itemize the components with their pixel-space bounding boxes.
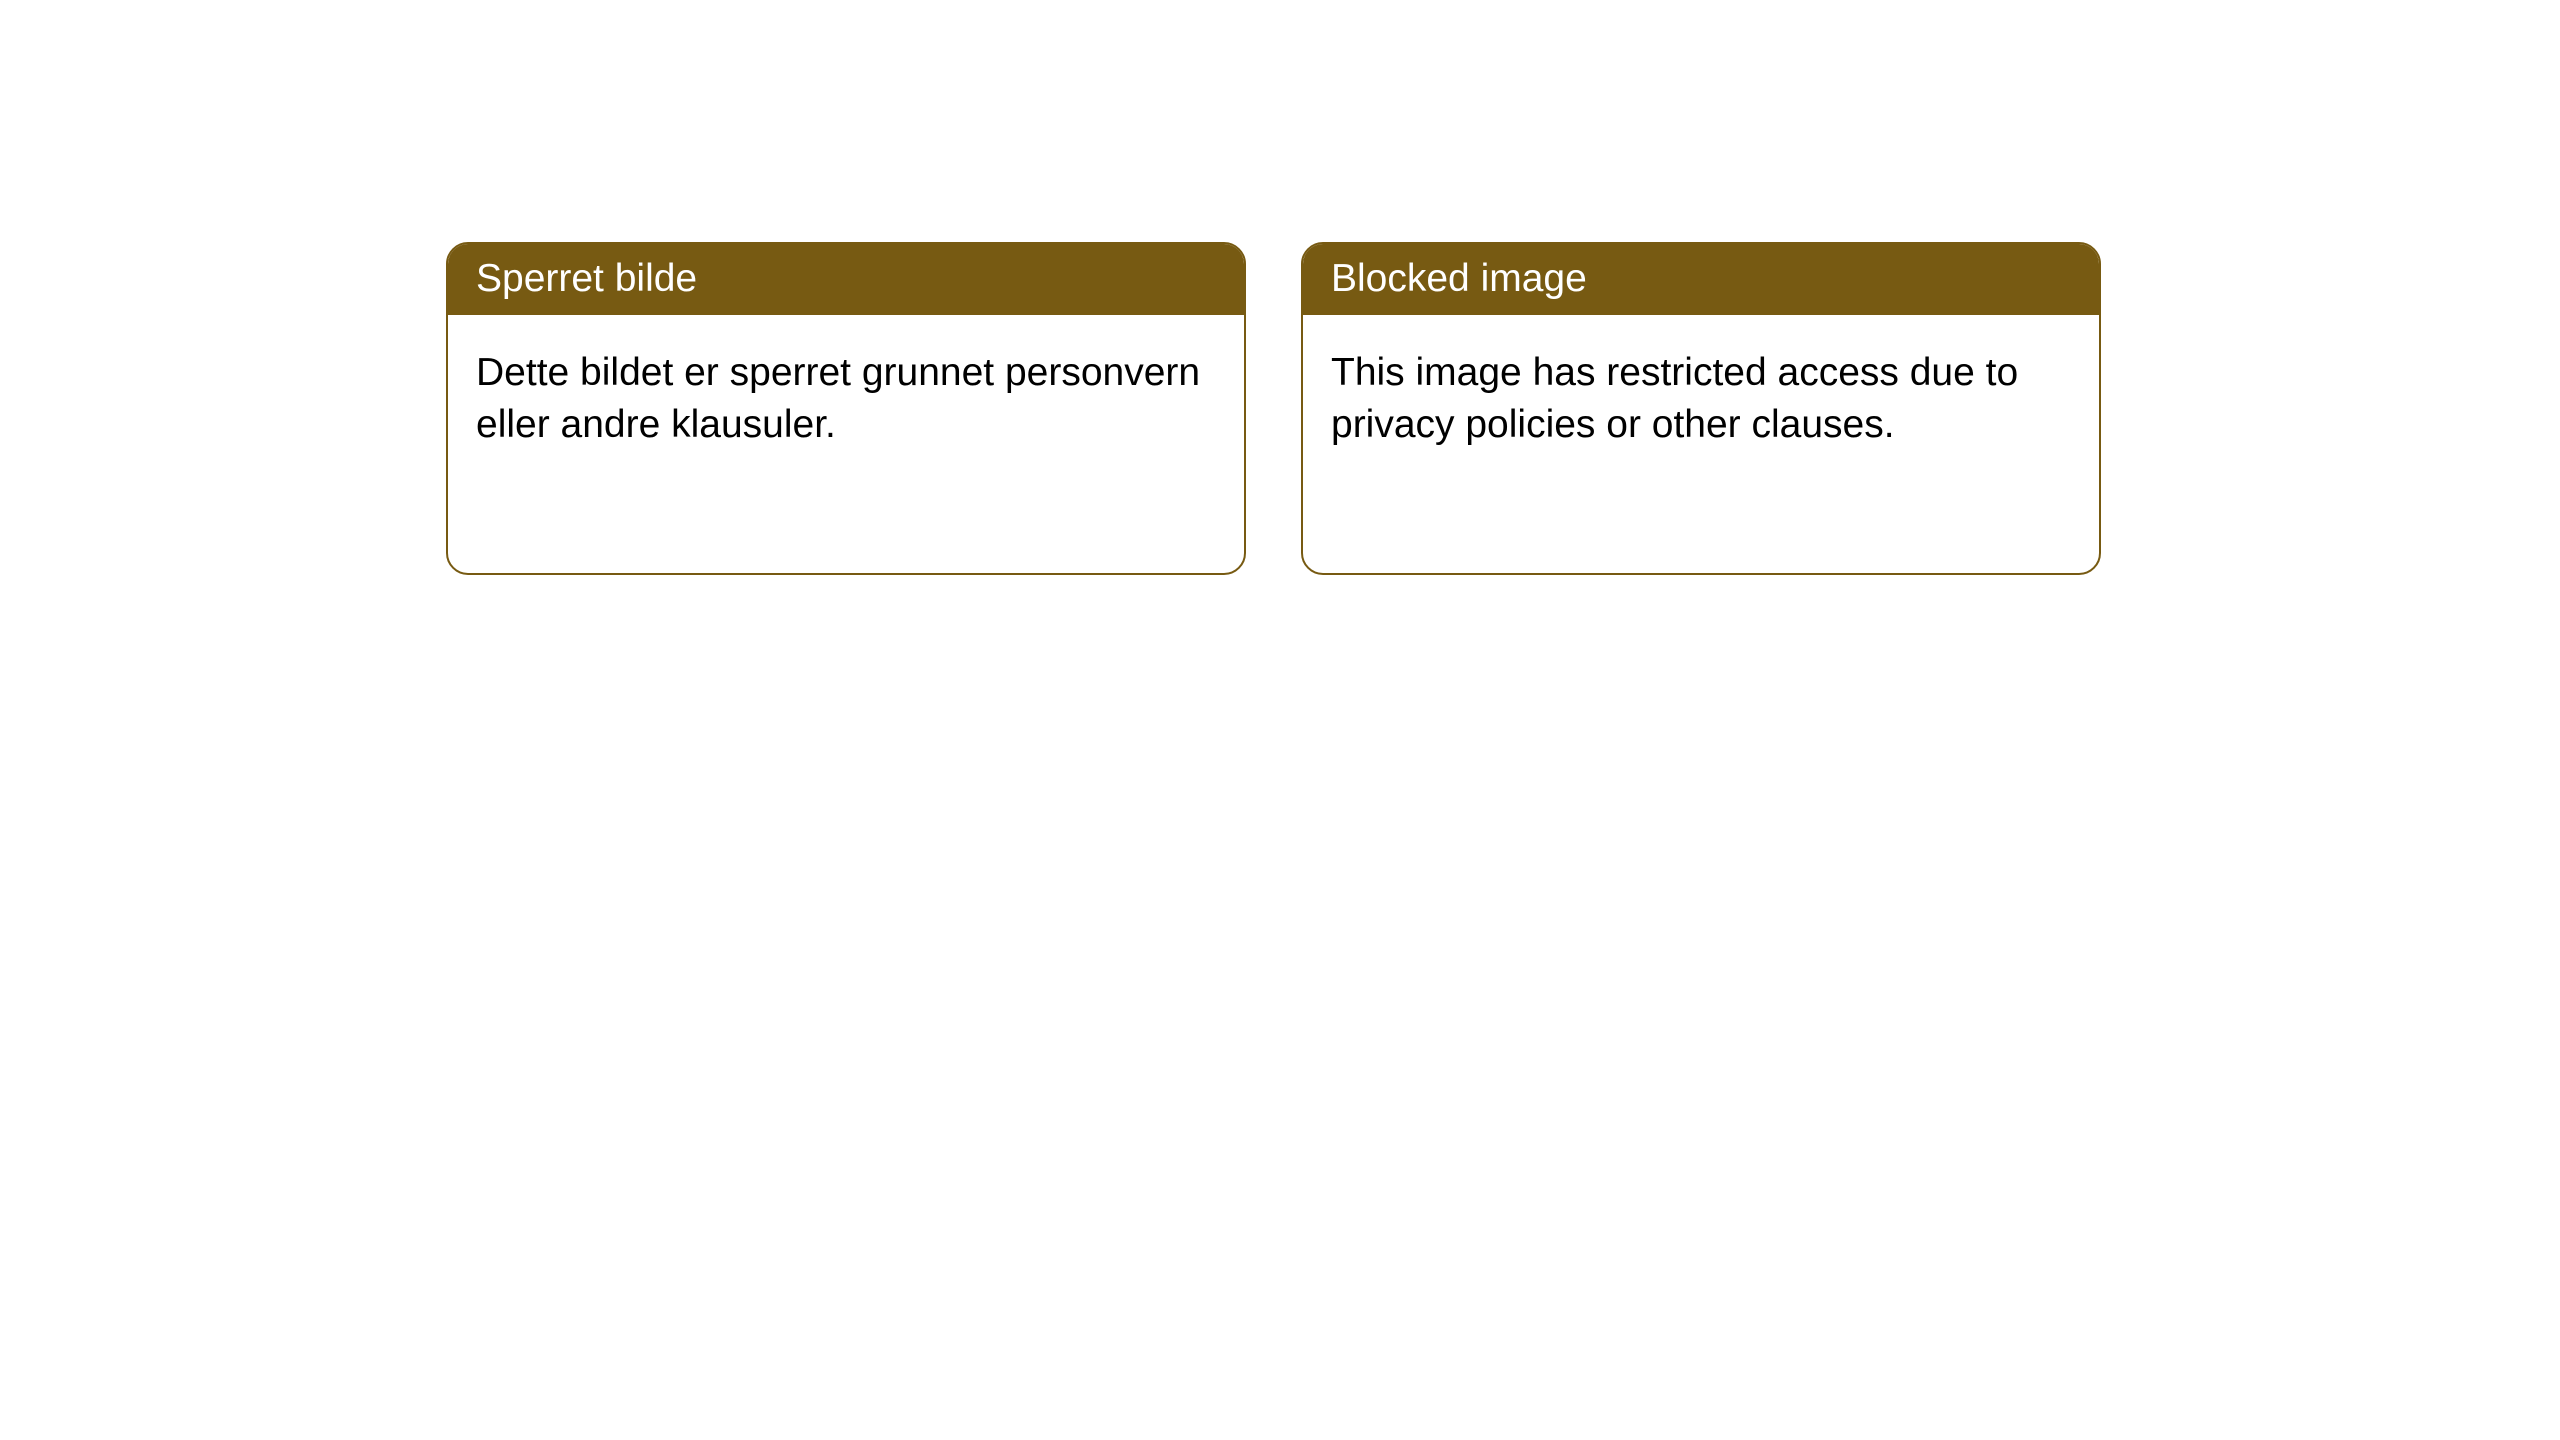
notice-card-body: This image has restricted access due to … (1303, 315, 2099, 484)
notice-card-english: Blocked image This image has restricted … (1301, 242, 2101, 575)
notice-card-title: Blocked image (1303, 244, 2099, 315)
notice-card-title: Sperret bilde (448, 244, 1244, 315)
notice-cards-container: Sperret bilde Dette bildet er sperret gr… (0, 0, 2560, 575)
notice-card-norwegian: Sperret bilde Dette bildet er sperret gr… (446, 242, 1246, 575)
notice-card-body: Dette bildet er sperret grunnet personve… (448, 315, 1244, 484)
